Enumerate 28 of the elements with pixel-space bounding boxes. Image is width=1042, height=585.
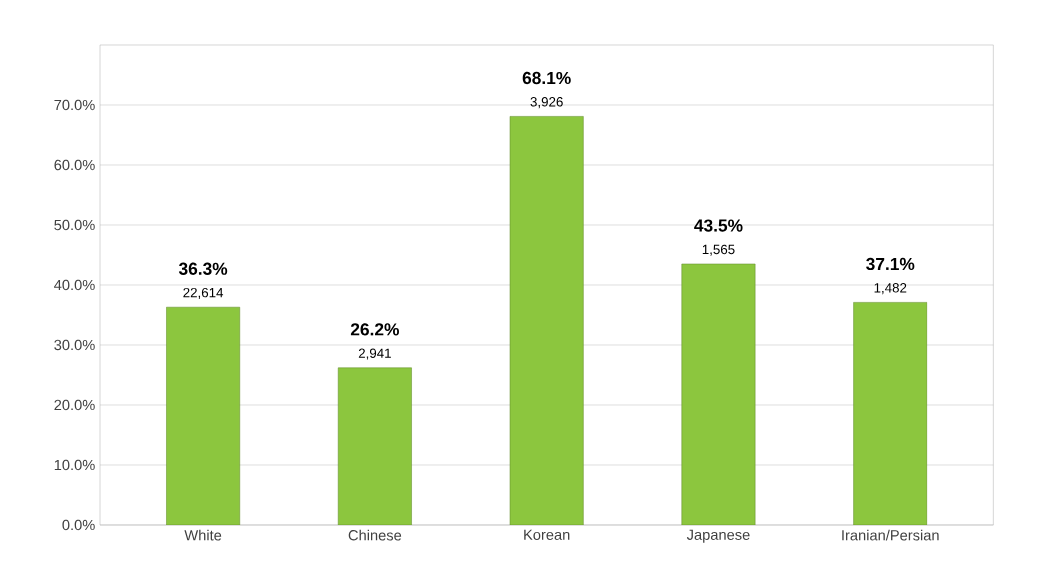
bar [853,302,928,525]
annotation: 22,614 [183,287,224,299]
y-tick-label: 10.0% [54,459,95,471]
bar [337,367,412,525]
x-tick-label: Japanese [686,529,750,543]
annotation: 2,941 [358,348,391,360]
x-tick-label: Korean [524,529,570,540]
y-tick-label: 60.0% [54,159,95,171]
y-tick-label: 30.0% [54,339,95,351]
annotation: 3,926 [530,97,563,109]
data-label: 37.1% [866,257,915,271]
data-label: 36.3% [178,262,228,275]
y-tick-label: 70.0% [54,99,95,111]
x-tick-label: Chinese [348,529,402,541]
x-tick-label: White [184,529,222,541]
y-tick-label: 40.0% [54,279,95,291]
bar [681,263,756,525]
data-label: 43.5% [694,219,743,232]
y-tick-label: 50.0% [54,219,95,231]
annotation: 1,565 [702,244,735,256]
y-tick-label: 20.0% [54,399,95,411]
bar [509,116,584,525]
annotation: 1,482 [874,283,907,295]
bar [166,306,241,525]
x-tick-label: Iranian/Persian [842,529,939,541]
data-label: 68.1% [522,71,571,85]
data-label: 26.2% [350,323,399,336]
y-tick-label: 0.0% [62,519,95,531]
